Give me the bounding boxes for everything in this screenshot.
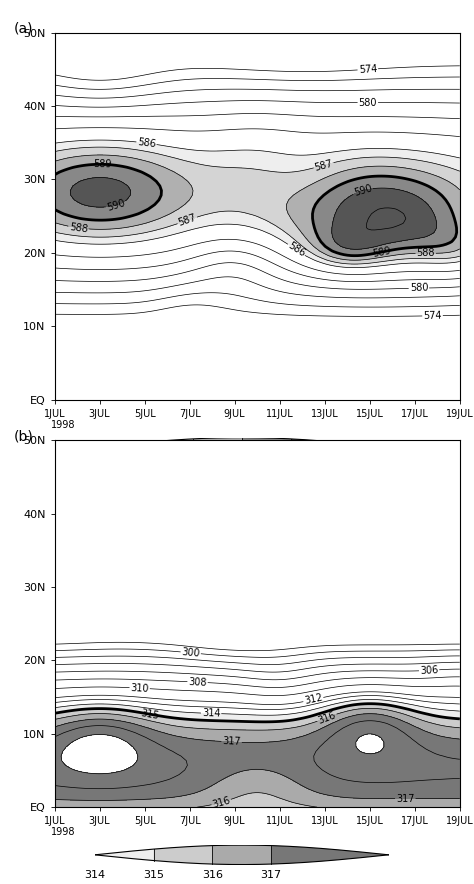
Polygon shape (291, 438, 389, 456)
Text: 316: 316 (211, 796, 232, 810)
Text: 317: 317 (396, 794, 415, 804)
Text: 580: 580 (410, 283, 428, 293)
Text: 317: 317 (261, 870, 282, 880)
Text: 580: 580 (358, 97, 377, 108)
Text: 574: 574 (358, 64, 377, 75)
Text: 314: 314 (202, 708, 220, 719)
Text: 588: 588 (69, 222, 88, 234)
Polygon shape (154, 846, 212, 864)
Text: 317: 317 (222, 736, 241, 747)
Text: 587: 587 (177, 212, 198, 228)
Text: 586: 586 (84, 462, 105, 472)
Polygon shape (212, 845, 271, 865)
Text: (b): (b) (14, 430, 34, 443)
Text: 300: 300 (181, 647, 201, 659)
Text: 588: 588 (417, 248, 435, 258)
Text: 587: 587 (313, 158, 334, 172)
Polygon shape (144, 438, 193, 456)
Text: 588: 588 (182, 462, 203, 472)
Text: 590: 590 (353, 183, 373, 198)
Polygon shape (193, 438, 242, 457)
Text: 586: 586 (137, 137, 156, 149)
Text: 316: 316 (317, 710, 337, 726)
Text: 316: 316 (202, 870, 223, 880)
Text: 315: 315 (143, 870, 164, 880)
Polygon shape (242, 438, 291, 457)
Text: 314: 314 (84, 870, 105, 880)
Text: 590: 590 (106, 198, 126, 213)
Text: 1998: 1998 (50, 827, 75, 837)
Polygon shape (271, 846, 389, 864)
Text: 312: 312 (303, 693, 323, 706)
Text: 586: 586 (286, 240, 307, 259)
Text: 315: 315 (140, 708, 160, 720)
Text: 306: 306 (419, 665, 438, 676)
Text: 589: 589 (372, 246, 392, 259)
Text: 574: 574 (423, 310, 442, 321)
Text: 590: 590 (280, 462, 301, 472)
Text: 310: 310 (130, 682, 149, 694)
Text: 308: 308 (188, 676, 207, 688)
Text: 1998: 1998 (50, 420, 75, 430)
Text: (a): (a) (14, 22, 34, 35)
Polygon shape (95, 850, 154, 860)
Text: 589: 589 (93, 159, 111, 170)
Polygon shape (95, 442, 144, 452)
